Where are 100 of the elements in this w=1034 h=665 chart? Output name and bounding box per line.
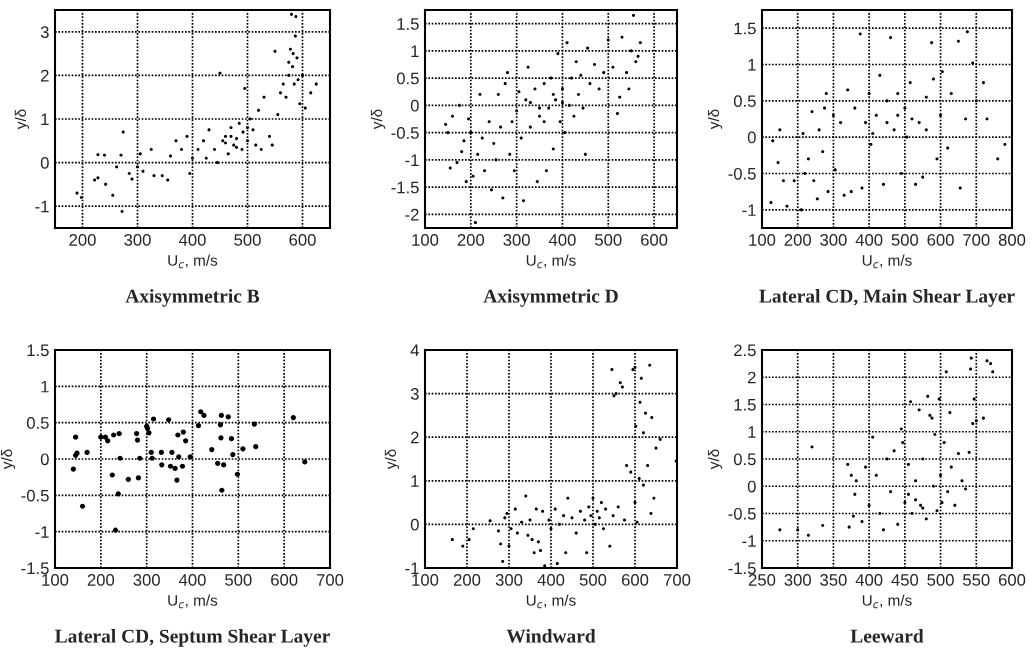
point (98, 434, 104, 440)
x-axis-title: U$_{c}$, m/s (862, 254, 912, 269)
y-tick-label: 0 (40, 453, 49, 466)
point (73, 434, 79, 440)
y-tick-label: -0.5 (728, 507, 756, 520)
point (175, 432, 181, 438)
x-tick-label: 700 (316, 574, 344, 586)
y-tick-label: 1 (411, 475, 419, 487)
x-tick-label: 200 (69, 234, 96, 246)
y-tick-label: 0.5 (26, 417, 49, 429)
point (251, 421, 257, 427)
point (146, 430, 152, 436)
point (79, 503, 86, 509)
point (215, 460, 221, 466)
y-tick-label: -1 (742, 535, 756, 547)
y-tick-label: -2 (405, 208, 419, 221)
point (105, 438, 111, 444)
x-tick-label: 200 (453, 574, 481, 586)
x-tick-label: 300 (124, 234, 151, 246)
y-tick-label: -1 (405, 562, 419, 575)
point (302, 459, 308, 465)
y-tick-label: -0.5 (728, 167, 756, 180)
point (70, 466, 76, 472)
text: Lateral CD, Main Shear Layer (759, 289, 1015, 307)
point (172, 465, 178, 472)
y-axis-title: y/δ (707, 449, 723, 470)
y-tick-label: 0.5 (733, 95, 756, 108)
point (240, 446, 246, 452)
x-tick-label: 400 (855, 234, 883, 246)
point (183, 438, 189, 444)
point (198, 409, 204, 415)
y-tick-label: 1.5 (734, 22, 756, 35)
y-tick-label: 1 (41, 380, 49, 393)
point (158, 449, 164, 456)
y-tick-label: 2.5 (734, 344, 756, 357)
text: Axisymmetric D (483, 289, 618, 307)
point (230, 452, 236, 458)
x-tick-label: 450 (891, 574, 919, 586)
x-axis-title: U$_{c}$, m/s (526, 254, 576, 269)
y-tick-label: -0.5 (21, 489, 49, 502)
x-tick-label: 600 (271, 574, 298, 586)
x-tick-label: 550 (963, 574, 990, 586)
x-tick-label: 300 (495, 574, 523, 586)
y-tick-label: -1 (35, 526, 49, 538)
y-tick-label: -1 (35, 200, 49, 213)
point (149, 455, 155, 461)
y-tick-label: 1.5 (734, 399, 756, 411)
point (111, 432, 117, 438)
x-tick-label: 400 (178, 574, 206, 586)
y-tick-label: 1.5 (27, 344, 49, 357)
x-tick-label: 500 (891, 234, 919, 246)
x-tick-label: 100 (749, 234, 776, 246)
point (135, 475, 142, 481)
point (174, 477, 180, 483)
x-tick-label: 600 (998, 574, 1026, 586)
point (201, 412, 207, 418)
y-tick-label: 0 (747, 131, 756, 144)
point (133, 430, 140, 437)
x-tick-label: 100 (412, 574, 439, 586)
point (115, 491, 121, 497)
y-tick-label: 4 (410, 344, 419, 357)
x-tick-label: 800 (998, 234, 1026, 246)
y-tick-label: 3 (410, 388, 419, 400)
y-tick-label: 0 (410, 99, 419, 112)
x-axis-title: U$_{c}$, m/s (526, 594, 576, 609)
point (176, 454, 182, 460)
text: Leeward (850, 629, 924, 643)
y-tick-label: -1.5 (728, 562, 756, 575)
x-axis-title: U$_{c}$, m/s (168, 254, 218, 269)
x-tick-label: 250 (748, 574, 776, 586)
point (167, 463, 174, 469)
y-tick-label: 2 (411, 431, 419, 444)
x-tick-label: 400 (855, 574, 883, 586)
y-tick-label: -0.5 (391, 127, 419, 139)
point (218, 412, 224, 418)
text: Lateral CD, Septum Shear Layer (55, 629, 330, 647)
point (217, 422, 224, 428)
point (253, 444, 259, 450)
y-tick-label: 3 (40, 26, 49, 38)
point (102, 434, 109, 440)
point (150, 416, 157, 422)
y-tick-label: -1.5 (391, 181, 419, 194)
y-tick-label: -1.5 (21, 562, 49, 575)
y-tick-label: 1 (41, 113, 49, 126)
point (148, 449, 154, 456)
x-tick-label: 300 (784, 574, 811, 586)
x-tick-label: 300 (503, 234, 530, 246)
x-tick-label: 100 (42, 574, 69, 586)
x-tick-label: 300 (133, 574, 160, 586)
x-tick-label: 500 (927, 574, 954, 586)
x-tick-label: 400 (178, 234, 206, 246)
point (112, 527, 119, 533)
y-axis-title: y/δ (370, 109, 386, 130)
y-tick-label: -1 (405, 154, 419, 166)
point (166, 417, 172, 423)
text: Windward (506, 629, 596, 643)
y-tick-label: 0 (747, 480, 756, 493)
point (137, 455, 143, 461)
x-tick-label: 700 (963, 234, 990, 246)
y-tick-label: 0.5 (396, 72, 419, 85)
